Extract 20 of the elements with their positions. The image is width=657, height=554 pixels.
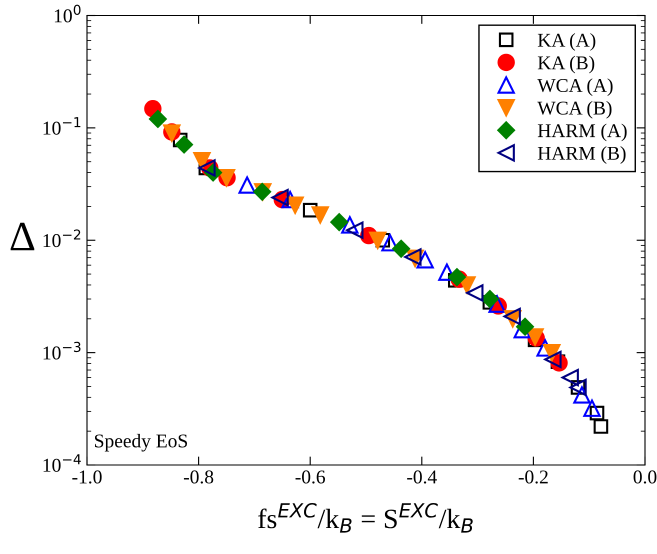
legend-label: KA (B)	[538, 56, 594, 74]
x-tick-label: -0.2	[518, 470, 548, 484]
x-axis-title: fs$^{EXC}$/k$_{B}$ = S$^{EXC}$/k$_{B}$	[258, 502, 473, 533]
y-tick-label: 10$^{−2}$	[44, 229, 80, 248]
x-tick-label: -1.0	[72, 470, 102, 484]
y-axis-title: Δ	[10, 222, 34, 250]
y-tick-label: 10$^{0}$	[54, 4, 81, 22]
x-tick-label: -0.6	[296, 470, 326, 484]
legend-label: KA (A)	[538, 33, 596, 51]
legend-label: WCA (A)	[537, 78, 613, 96]
legend-label: WCA (B)	[537, 100, 612, 119]
legend-label: HARM (B)	[538, 146, 626, 164]
annotation: Speedy EoS	[94, 434, 188, 452]
x-tick-label: -0.4	[407, 470, 437, 484]
y-tick-label: 10$^{−4}$	[44, 454, 81, 472]
x-tick-label: 0.0	[634, 470, 656, 484]
y-tick-label: 10$^{−3}$	[44, 342, 80, 360]
y-tick-label: 10$^{−1}$	[44, 117, 80, 135]
legend-label: HARM (A)	[538, 124, 627, 142]
x-tick-label: -0.8	[184, 470, 214, 484]
